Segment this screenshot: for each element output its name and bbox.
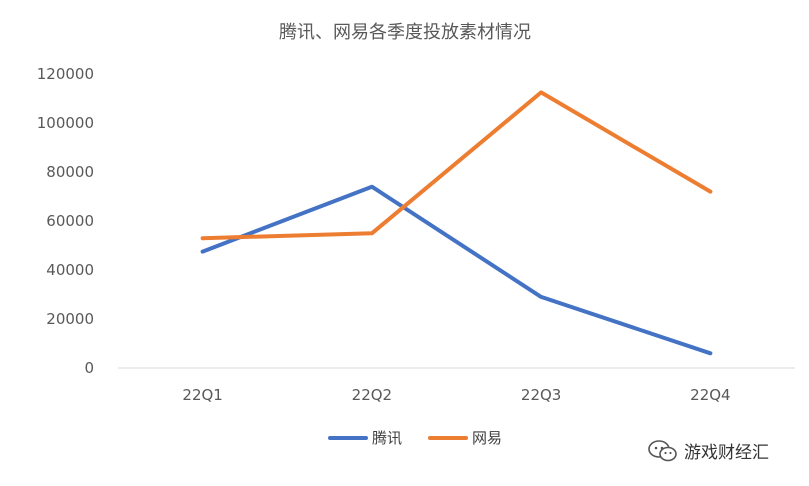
wechat-icon: [648, 439, 677, 461]
watermark-text: 游戏财经汇: [684, 443, 769, 463]
y-tick-label: 80000: [46, 163, 94, 181]
y-tick-label: 120000: [37, 65, 94, 83]
y-tick-label: 60000: [46, 212, 94, 230]
series-line-tencent: [200, 184, 713, 356]
y-tick-label: 20000: [46, 310, 94, 328]
x-tick-label: 22Q2: [352, 386, 392, 404]
y-axis: 0 20000 40000 60000 80000 100000 120000: [37, 65, 94, 377]
legend-label: 网易: [472, 429, 502, 447]
y-tick-label: 100000: [37, 114, 94, 132]
series-line-netease: [200, 90, 713, 241]
x-tick-label: 22Q3: [521, 386, 561, 404]
x-axis: 22Q1 22Q2 22Q3 22Q4: [182, 386, 730, 404]
x-tick-label: 22Q1: [182, 386, 222, 404]
watermark: 游戏财经汇: [648, 438, 769, 463]
chart-title: 腾讯、网易各季度投放素材情况: [279, 22, 531, 43]
y-tick-label: 40000: [46, 261, 94, 279]
legend-label: 腾讯: [372, 429, 402, 447]
series-group: [200, 90, 713, 356]
legend: 腾讯 网易: [328, 429, 502, 447]
x-tick-label: 22Q4: [690, 386, 730, 404]
y-tick-label: 0: [84, 359, 94, 377]
